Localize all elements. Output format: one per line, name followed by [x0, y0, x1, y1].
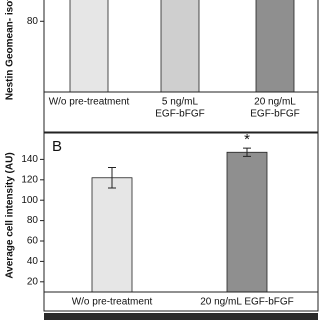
y-axis-label: Average cell intensity (AU) — [5, 152, 16, 278]
error-bar — [108, 167, 116, 189]
x-tick-label: EGF-bFGF — [155, 109, 204, 120]
bar — [160, 0, 200, 93]
x-tick-label: 20 ng/mL EGF-bFGF — [200, 297, 294, 308]
x-tick-label: EGF-bFGF — [250, 109, 299, 120]
x-tick-label: W/o pre-treatment — [72, 297, 153, 308]
image-strip — [44, 313, 318, 320]
y-tick-label: 120 — [21, 174, 38, 185]
panel-label: B — [52, 138, 62, 155]
significance-marker: * — [244, 131, 250, 148]
plot-area — [69, 0, 295, 93]
y-tick-label: 20 — [27, 276, 39, 287]
bar — [69, 0, 109, 93]
x-tick-label: 20 ng/mL — [254, 97, 296, 108]
bar — [255, 0, 295, 93]
x-tick-label: W/o pre-treatment — [49, 97, 130, 108]
y-tick-label: 140 — [21, 154, 38, 165]
y-tick-label: 100 — [21, 195, 38, 206]
y-tick-label: 60 — [27, 236, 39, 247]
y-tick-label: 80 — [27, 16, 39, 27]
error-bar — [243, 147, 251, 157]
y-axis-label: Nestin Geomean- isoty — [5, 0, 16, 100]
y-tick-label: 40 — [27, 256, 39, 267]
bar — [91, 177, 133, 293]
y-tick-label: 80 — [27, 215, 39, 226]
bar — [226, 151, 268, 293]
x-tick-label: 5 ng/mL — [162, 97, 199, 108]
